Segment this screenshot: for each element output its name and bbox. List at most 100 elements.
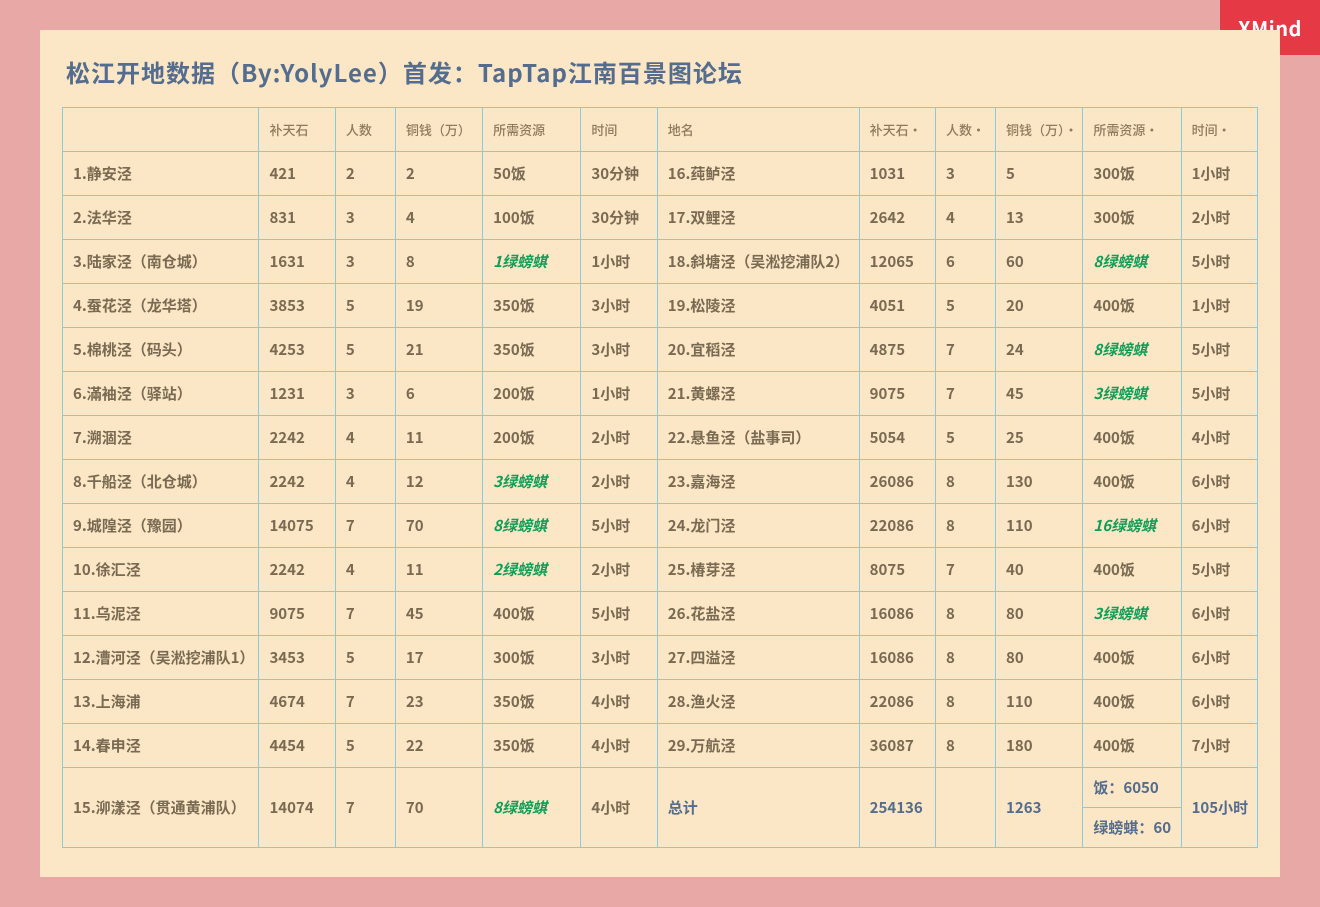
data-table: 补天石 人数 铜钱（万） 所需资源 时间 地名 补天石· 人数· 铜钱（万）· … <box>62 107 1258 848</box>
cell: 4 <box>335 416 395 460</box>
col-people2: 人数· <box>936 108 996 152</box>
cell: 4051 <box>859 284 935 328</box>
resource-cell: 400饭 <box>1083 460 1181 504</box>
cell: 5 <box>335 328 395 372</box>
resource-cell: 400饭 <box>1083 636 1181 680</box>
cell: 17 <box>395 636 482 680</box>
table-row: 7.溯涸泾2242411200饭2小时22.悬鱼泾（盐事司）5054525400… <box>63 416 1258 460</box>
resource-cell: 8绿螃蜞 <box>483 768 581 848</box>
cell: 60 <box>996 240 1083 284</box>
cell: 12.漕河泾（吴淞挖浦队1） <box>63 636 259 680</box>
cell: 5小时 <box>1181 548 1257 592</box>
cell: 6.滿袖泾（驿站） <box>63 372 259 416</box>
cell: 36087 <box>859 724 935 768</box>
cell: 5 <box>936 284 996 328</box>
resource-cell: 300饭 <box>1083 196 1181 240</box>
cell: 4小时 <box>581 680 657 724</box>
cell: 23 <box>395 680 482 724</box>
cell: 20.宜稻泾 <box>657 328 859 372</box>
table-row: 11.乌泥泾9075745400饭5小时26.花盐泾160868803绿螃蜞6小… <box>63 592 1258 636</box>
resource-cell: 400饭 <box>1083 724 1181 768</box>
cell: 45 <box>395 592 482 636</box>
cell: 14074 <box>259 768 335 848</box>
cell: 3小时 <box>581 636 657 680</box>
cell: 5 <box>335 284 395 328</box>
cell: 4454 <box>259 724 335 768</box>
cell: 6小时 <box>1181 680 1257 724</box>
cell: 16086 <box>859 592 935 636</box>
cell <box>936 768 996 848</box>
cell: 20 <box>996 284 1083 328</box>
cell: 30分钟 <box>581 152 657 196</box>
cell: 7 <box>335 592 395 636</box>
table-card: 松江开地数据（By:YolyLee）首发：TapTap江南百景图论坛 补天石 人… <box>40 30 1280 877</box>
cell: 5 <box>996 152 1083 196</box>
cell: 22.悬鱼泾（盐事司） <box>657 416 859 460</box>
cell: 80 <box>996 592 1083 636</box>
cell: 15.泖漾泾（贯通黄浦队） <box>63 768 259 848</box>
cell: 2.法华泾 <box>63 196 259 240</box>
cell: 1小时 <box>1181 152 1257 196</box>
resource-cell: 3绿螃蜞 <box>483 460 581 504</box>
table-row: 14.春申泾4454522350饭4小时29.万航泾360878180400饭7… <box>63 724 1258 768</box>
cell: 13.上海浦 <box>63 680 259 724</box>
cell: 3小时 <box>581 328 657 372</box>
cell: 6小时 <box>1181 592 1257 636</box>
resource-cell: 3绿螃蜞 <box>1083 372 1181 416</box>
cell: 19 <box>395 284 482 328</box>
cell: 5 <box>335 724 395 768</box>
resource-cell: 400饭 <box>483 592 581 636</box>
table-row: 6.滿袖泾（驿站）123136200饭1小时21.黄螺泾90757453绿螃蜞5… <box>63 372 1258 416</box>
cell: 3 <box>335 372 395 416</box>
resource-cell: 300饭 <box>1083 152 1181 196</box>
cell: 8 <box>936 680 996 724</box>
cell: 45 <box>996 372 1083 416</box>
resource-cell: 3绿螃蜞 <box>1083 592 1181 636</box>
resource-cell: 8绿螃蜞 <box>1083 328 1181 372</box>
cell: 5小时 <box>1181 372 1257 416</box>
cell: 18.斜塘泾（吴淞挖浦队2） <box>657 240 859 284</box>
resource-cell: 2绿螃蜞 <box>483 548 581 592</box>
cell: 14075 <box>259 504 335 548</box>
cell: 5小时 <box>1181 328 1257 372</box>
cell: 130 <box>996 460 1083 504</box>
cell: 4 <box>335 460 395 504</box>
table-row: 8.千船泾（北仓城）22424123绿螃蜞2小时23.嘉海泾2608681304… <box>63 460 1258 504</box>
table-row: 4.蚕花泾（龙华塔）3853519350饭3小时19.松陵泾4051520400… <box>63 284 1258 328</box>
cell: 3 <box>335 240 395 284</box>
cell: 8 <box>936 724 996 768</box>
table-header-row: 补天石 人数 铜钱（万） 所需资源 时间 地名 补天石· 人数· 铜钱（万）· … <box>63 108 1258 152</box>
cell: 4.蚕花泾（龙华塔） <box>63 284 259 328</box>
cell: 22086 <box>859 504 935 548</box>
cell: 25 <box>996 416 1083 460</box>
cell: 7 <box>936 548 996 592</box>
cell: 110 <box>996 504 1083 548</box>
resource-cell: 350饭 <box>483 328 581 372</box>
cell: 10.徐汇泾 <box>63 548 259 592</box>
cell: 19.松陵泾 <box>657 284 859 328</box>
cell: 40 <box>996 548 1083 592</box>
cell: 421 <box>259 152 335 196</box>
cell: 6 <box>395 372 482 416</box>
cell: 7.溯涸泾 <box>63 416 259 460</box>
col-stone2: 补天石· <box>859 108 935 152</box>
cell: 4小时 <box>1181 416 1257 460</box>
cell: 3 <box>335 196 395 240</box>
cell: 28.渔火泾 <box>657 680 859 724</box>
table-row: 3.陆家泾（南仓城）1631381绿螃蜞1小时18.斜塘泾（吴淞挖浦队2）120… <box>63 240 1258 284</box>
resource-cell: 8绿螃蜞 <box>1083 240 1181 284</box>
cell: 9.城隍泾（豫园） <box>63 504 259 548</box>
cell: 17.双鲤泾 <box>657 196 859 240</box>
table-row-total: 15.泖漾泾（贯通黄浦队）140747708绿螃蜞4小时总计2541361263… <box>63 768 1258 848</box>
col-resource: 所需资源 <box>483 108 581 152</box>
cell: 5 <box>335 636 395 680</box>
cell: 22 <box>395 724 482 768</box>
cell: 24.龙门泾 <box>657 504 859 548</box>
cell: 2小时 <box>581 416 657 460</box>
resource-cell: 350饭 <box>483 284 581 328</box>
cell: 25.椿芽泾 <box>657 548 859 592</box>
cell: 21 <box>395 328 482 372</box>
resource-cell: 100饭 <box>483 196 581 240</box>
cell: 7 <box>936 372 996 416</box>
cell: 2小时 <box>1181 196 1257 240</box>
